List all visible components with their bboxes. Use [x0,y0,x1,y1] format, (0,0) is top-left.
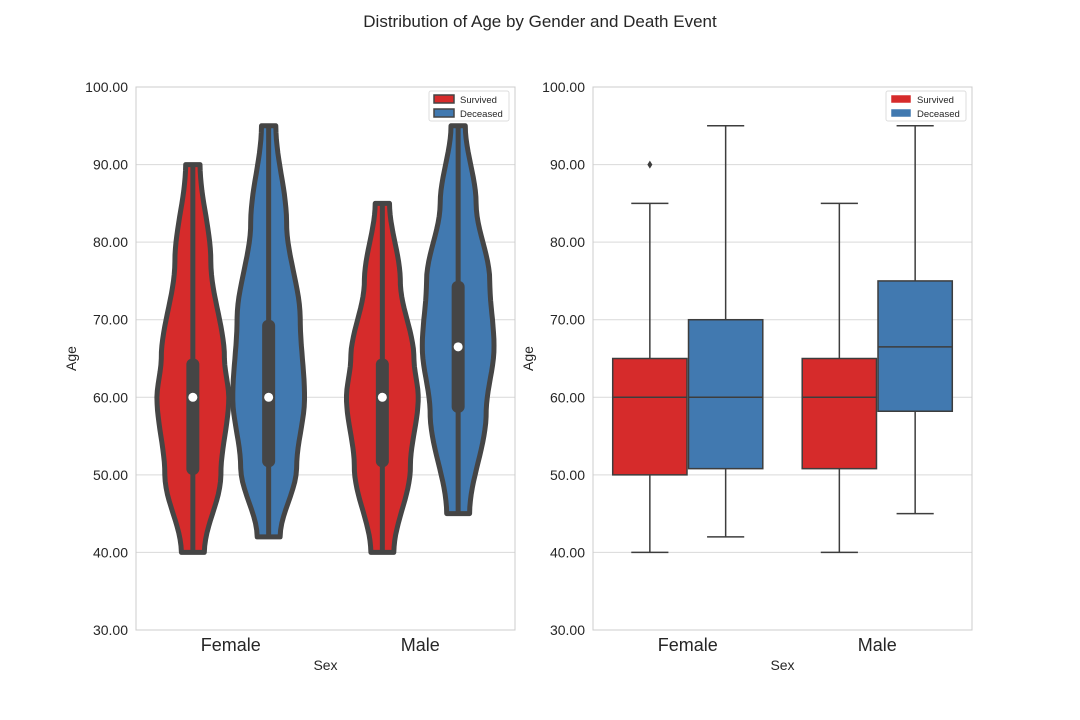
x-tick-label: Male [401,635,440,655]
x-axis-label: Sex [313,657,337,673]
y-tick-label: 80.00 [550,234,585,250]
y-tick-label: 40.00 [550,544,585,560]
box-outlier-point [647,160,653,169]
violin-plot-panel: 30.00 40.00 50.00 60.00 70.00 80.00 90.00 100.0… [63,79,516,673]
y-tick-label: 30.00 [93,622,128,638]
x-tick-label: Male [858,635,897,655]
x-tick-label: Female [658,635,718,655]
y-tick-label: 100.00 [85,79,128,95]
y-tick-label: 30.00 [550,622,585,638]
x-axis-label: Sex [770,657,794,673]
plot-frame [135,86,516,631]
violin-median-dot [188,392,198,402]
y-tick-label: 60.00 [550,389,585,405]
y-tick-label: 80.00 [93,234,128,250]
legend-label: Deceased [460,109,503,120]
violin-iqr-box [375,358,389,468]
legend-swatch [433,94,455,104]
y-tick-label: 90.00 [93,157,128,173]
box-plot-panel: 30.00 40.00 50.00 60.00 70.00 80.00 90.00 100.0… [520,79,973,673]
legend: Survived Deceased [428,90,510,122]
legend-swatch [890,108,912,118]
y-axis-label: Age [63,346,79,371]
y-tick-label: 60.00 [93,389,128,405]
violin-iqr-box [186,358,200,475]
legend-label: Deceased [917,109,960,120]
legend-swatch [890,94,912,104]
legend-label: Survived [917,95,954,106]
y-tick-label: 40.00 [93,544,128,560]
y-tick-label: 50.00 [550,467,585,483]
violin-median-dot [377,392,387,402]
box-iqr [801,357,878,470]
y-axis-label: Age [520,346,536,371]
legend: Survived Deceased [885,90,967,122]
violin-median-dot [264,392,274,402]
legend-label: Survived [460,95,497,106]
plot-frame [592,86,973,631]
y-tick-label: 90.00 [550,157,585,173]
y-tick-label: 100.00 [542,79,585,95]
box-iqr [687,318,764,470]
legend-swatch [433,108,455,118]
y-tick-label: 50.00 [93,467,128,483]
y-tick-label: 70.00 [550,312,585,328]
box-iqr [877,280,954,412]
violin-median-dot [453,342,463,352]
box-iqr [611,357,688,476]
figure-title: Distribution of Age by Gender and Death … [363,12,717,31]
x-tick-label: Female [201,635,261,655]
y-tick-label: 70.00 [93,312,128,328]
